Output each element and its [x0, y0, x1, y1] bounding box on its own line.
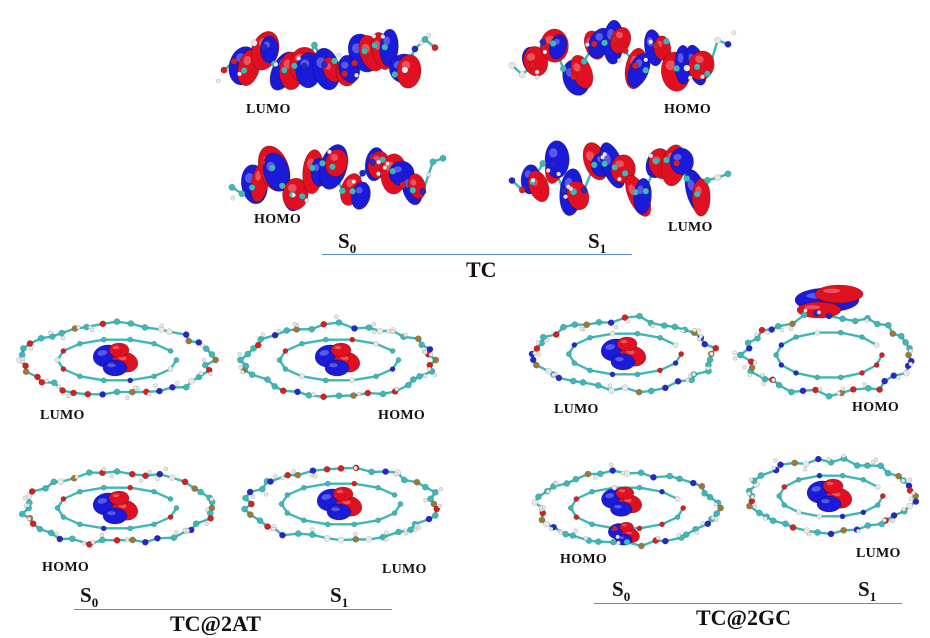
tc2gc-homo-s1: [732, 284, 926, 400]
tc2at-lumo-s1-label: LUMO: [382, 562, 427, 577]
tc2at-lumo-s1: [232, 454, 450, 554]
tc2gc-homo-s0-complex: [531, 462, 724, 550]
tc2gc-lumo-s1-label: LUMO: [856, 546, 901, 561]
tc2at-title: TC@2AT: [170, 611, 261, 636]
tc2at-s1-state: S1: [330, 583, 349, 611]
tc2at-s0-state: S0: [80, 583, 99, 611]
tc-homo-s1-molecule: [508, 19, 737, 96]
tc2gc-homo-s1-complex: [732, 284, 915, 400]
tc2at-lumo-s0: [8, 310, 226, 410]
tc2at-axis-line: [74, 609, 392, 610]
tc2at-lumo-s1-complex: [241, 464, 444, 544]
tc2at-homo-s0: [8, 458, 226, 558]
tc-lumo-s0-molecule: [215, 28, 439, 91]
tc-lumo-s1: [500, 132, 740, 222]
tc2at-lumo-s0-label: LUMO: [40, 408, 85, 423]
tc2at-homo-s1-complex: [237, 314, 440, 401]
tc-s1-state: S1: [588, 229, 607, 257]
tc2gc-lumo-s0-complex: [528, 312, 720, 396]
tc-lumo-s1-label: LUMO: [668, 220, 713, 235]
tc-lumo-s0: [212, 12, 447, 102]
tc-homo-s0-molecule: [228, 144, 447, 212]
tc-homo-s1: [500, 12, 740, 102]
tc-lumo-s0-label: LUMO: [246, 102, 291, 117]
tc-title: TC: [466, 257, 497, 282]
tc2gc-axis-line: [594, 603, 902, 604]
tc2gc-homo-s0-label: HOMO: [560, 552, 608, 567]
tc2gc-lumo-s0-label: LUMO: [554, 402, 599, 417]
tc2gc-title: TC@2GC: [696, 605, 792, 630]
tc2gc-homo-s0: [524, 458, 730, 558]
tc-lumo-s1-molecule: [508, 140, 732, 217]
tc-homo-s0: [220, 132, 455, 222]
tc2gc-lumo-s1-complex: [745, 453, 920, 538]
tc2at-homo-s0-label: HOMO: [42, 560, 90, 575]
tc-axis-line: [322, 254, 632, 255]
tc2gc-s0-state: S0: [612, 577, 631, 605]
tc2at-homo-s0-complex: [18, 466, 216, 548]
tc2at-homo-s1-label: HOMO: [378, 408, 426, 423]
tc2gc-s1-state: S1: [858, 577, 877, 605]
tc-homo-s0-label: HOMO: [254, 212, 302, 227]
tc2gc-homo-s1-label: HOMO: [852, 400, 900, 415]
tc2at-lumo-s0-complex: [16, 318, 220, 401]
tc-homo-s1-label: HOMO: [664, 102, 712, 117]
tc2at-homo-s1: [230, 310, 448, 410]
tc2gc-lumo-s1: [736, 446, 926, 546]
tc2gc-lumo-s0: [522, 304, 728, 404]
tc-s0-state: S0: [338, 229, 357, 257]
